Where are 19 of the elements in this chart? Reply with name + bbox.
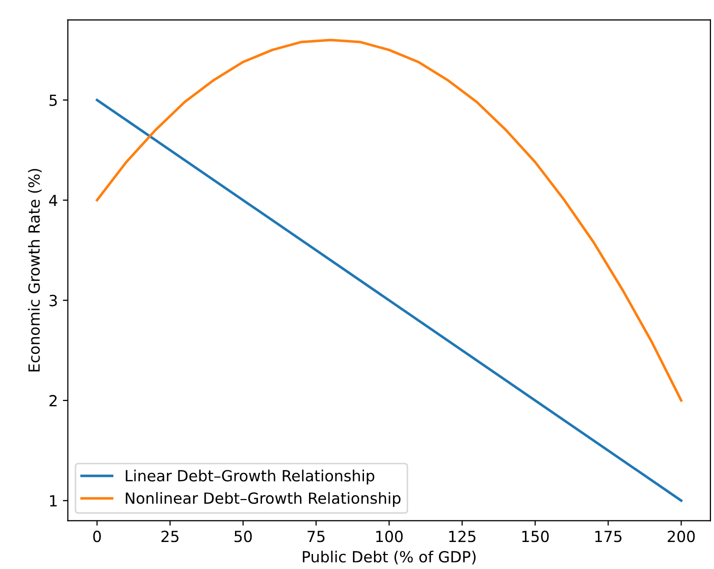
y-axis-title: Economic Growth Rate (%) — [28, 168, 42, 372]
y-tick-label: 1 — [50, 495, 57, 506]
x-tick-label: 100 — [376, 530, 403, 542]
legend-label: Linear Debt–Growth Relationship — [126, 470, 374, 484]
x-axis-title: Public Debt (% of GDP) — [302, 550, 476, 564]
y-tick-label: 4 — [49, 194, 58, 206]
line-series — [96, 38, 682, 402]
y-tick-label: 3 — [50, 294, 57, 306]
x-tick-label: 25 — [161, 530, 178, 542]
x-tick-label: 150 — [522, 530, 549, 542]
y-tick-label: 5 — [50, 94, 57, 106]
x-tick-label: 0 — [93, 530, 101, 542]
x-tick-label: 50 — [234, 530, 252, 542]
legend-label: Nonlinear Debt–Growth Relationship — [126, 492, 400, 507]
x-tick-label: 125 — [449, 530, 476, 542]
x-tick-label: 175 — [595, 530, 622, 542]
y-tick-label: 2 — [50, 394, 57, 406]
x-tick-label: 75 — [308, 530, 324, 542]
x-tick-label: 200 — [668, 530, 695, 542]
